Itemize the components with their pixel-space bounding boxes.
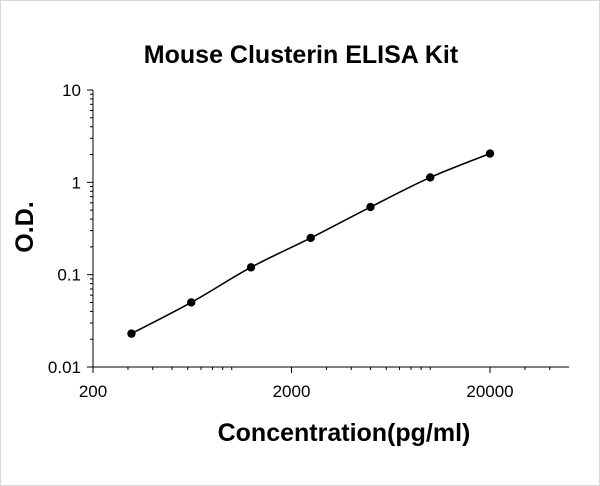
x-tick-label: 200 <box>79 382 107 401</box>
series-line <box>131 152 491 335</box>
series-layer <box>127 149 495 338</box>
data-point <box>187 298 196 307</box>
y-tick-label: 10 <box>62 81 81 100</box>
data-point <box>426 173 435 182</box>
y-tick-label: 0.01 <box>48 358 81 377</box>
data-point <box>366 202 375 212</box>
data-point <box>127 329 136 338</box>
chart-title: Mouse Clusterin ELISA Kit <box>143 41 459 69</box>
x-axis-title: Concentration(pg/ml) <box>218 419 471 447</box>
x-tick-labels: 200 2000 20000 <box>79 382 514 401</box>
x-tick-label: 2000 <box>273 382 311 401</box>
y-tick-label: 1 <box>72 173 81 192</box>
y-axis-title: O.D. <box>11 201 39 252</box>
data-point <box>306 233 315 243</box>
data-point <box>246 263 256 272</box>
x-tick-label: 20000 <box>466 382 513 401</box>
y-tick-label: 0.1 <box>57 266 81 285</box>
y-tick-labels: 0.01 0.1 1 10 <box>48 81 81 377</box>
axes-layer <box>87 89 569 373</box>
data-point <box>485 149 495 158</box>
